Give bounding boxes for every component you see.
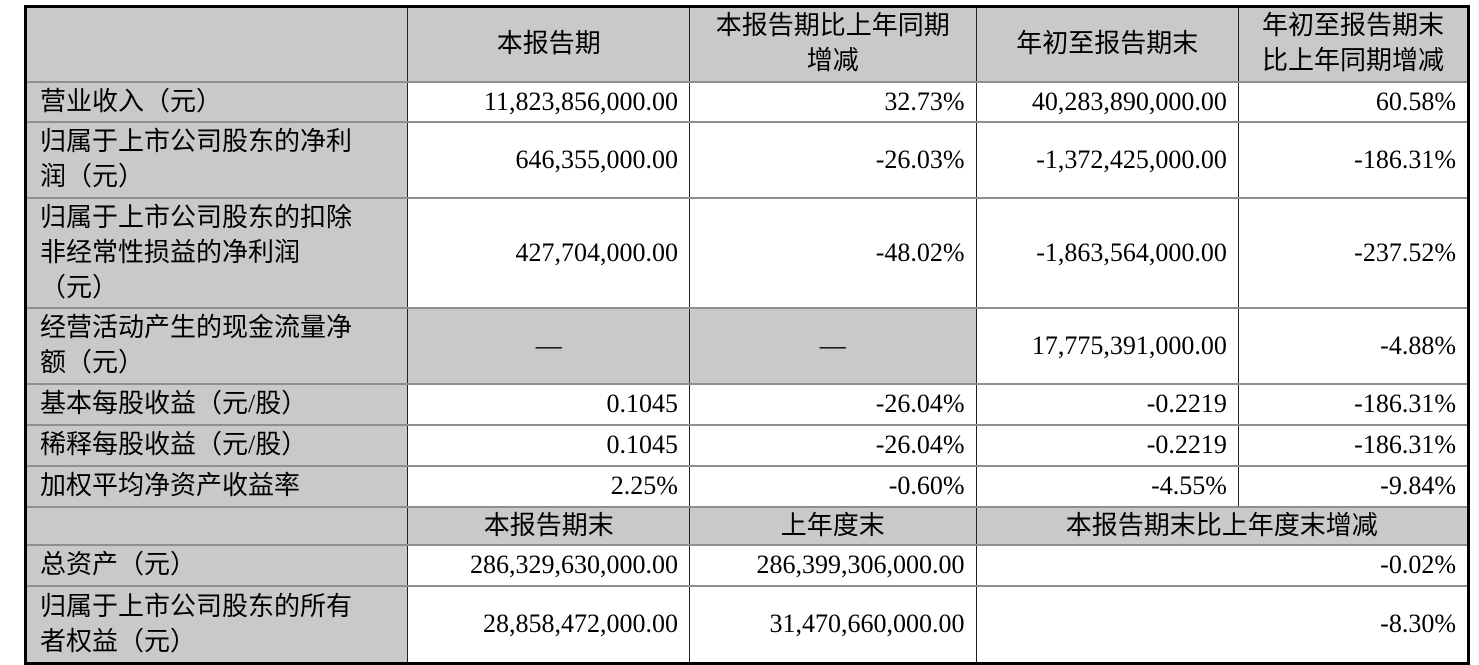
value-ytd-yoy: 60.58% xyxy=(1237,80,1470,124)
row-label: 归属于上市公司股东的净利 润（元） xyxy=(24,121,409,199)
table-row: 总资产（元） 286,329,630,000.00 286,399,306,00… xyxy=(24,544,1470,588)
value-ytd-yoy: -4.88% xyxy=(1237,307,1470,386)
table-header-balance: 本报告期末 上年度末 本报告期末比上年度末增减 xyxy=(24,505,1470,547)
table-row: 营业收入（元） 11,823,856,000.00 32.73% 40,283,… xyxy=(24,80,1470,124)
table-row: 经营活动产生的现金流量净 额（元） — — 17,775,391,000.00 … xyxy=(24,307,1470,386)
header-ytd-yoy-change: 年初至报告期末 比上年同期增减 xyxy=(1237,5,1470,83)
value-yoy: -26.04% xyxy=(688,423,977,467)
value-current: 11,823,856,000.00 xyxy=(407,80,690,124)
value-ytd: -4.55% xyxy=(975,464,1239,508)
value-ytd: 17,775,391,000.00 xyxy=(975,307,1239,386)
value-yoy: 32.73% xyxy=(688,80,977,124)
header-yoy-change: 本报告期比上年同期 增减 xyxy=(688,5,977,83)
value-current: 0.1045 xyxy=(407,423,690,467)
value-ytd-yoy: -186.31% xyxy=(1237,423,1470,467)
table-row: 基本每股收益（元/股） 0.1045 -26.04% -0.2219 -186.… xyxy=(24,383,1470,426)
value-prev-year-end: 31,470,660,000.00 xyxy=(688,585,977,665)
row-label: 归属于上市公司股东的扣除 非经常性损益的净利润 （元） xyxy=(24,196,409,310)
value-change: -8.30% xyxy=(975,585,1470,665)
header-end-vs-prev-change: 本报告期末比上年度末增减 xyxy=(975,505,1470,547)
table-row: 稀释每股收益（元/股） 0.1045 -26.04% -0.2219 -186.… xyxy=(24,423,1470,467)
header-ytd: 年初至报告期末 xyxy=(975,5,1239,83)
header-prev-year-end: 上年度末 xyxy=(688,505,977,547)
value-current-dash: — xyxy=(407,307,690,386)
table-row: 归属于上市公司股东的所有 者权益（元） 28,858,472,000.00 31… xyxy=(24,585,1470,665)
header-blank-cell xyxy=(24,505,409,547)
financial-summary-table: 本报告期 本报告期比上年同期 增减 年初至报告期末 年初至报告期末 比上年同期增… xyxy=(24,5,1470,665)
value-ytd-yoy: -186.31% xyxy=(1237,383,1470,426)
value-ytd: -0.2219 xyxy=(975,423,1239,467)
value-ytd-yoy: -9.84% xyxy=(1237,464,1470,508)
value-ytd-yoy: -186.31% xyxy=(1237,121,1470,199)
value-prev-year-end: 286,399,306,000.00 xyxy=(688,544,977,588)
value-ytd: -0.2219 xyxy=(975,383,1239,426)
table-row: 归属于上市公司股东的净利 润（元） 646,355,000.00 -26.03%… xyxy=(24,121,1470,199)
value-yoy: -26.03% xyxy=(688,121,977,199)
value-change: -0.02% xyxy=(975,544,1470,588)
header-blank-cell xyxy=(24,5,409,83)
value-ytd-yoy: -237.52% xyxy=(1237,196,1470,310)
value-yoy-dash: — xyxy=(688,307,977,386)
value-yoy: -26.04% xyxy=(688,383,977,426)
table-row: 归属于上市公司股东的扣除 非经常性损益的净利润 （元） 427,704,000.… xyxy=(24,196,1470,310)
table-row: 加权平均净资产收益率 2.25% -0.60% -4.55% -9.84% xyxy=(24,464,1470,508)
value-period-end: 286,329,630,000.00 xyxy=(407,544,690,588)
value-ytd: -1,863,564,000.00 xyxy=(975,196,1239,310)
row-label: 总资产（元） xyxy=(24,544,409,588)
value-current: 0.1045 xyxy=(407,383,690,426)
header-current-period: 本报告期 xyxy=(407,5,690,83)
header-period-end: 本报告期末 xyxy=(407,505,690,547)
value-current: 427,704,000.00 xyxy=(407,196,690,310)
row-label: 稀释每股收益（元/股） xyxy=(24,423,409,467)
value-ytd: 40,283,890,000.00 xyxy=(975,80,1239,124)
table-header-period: 本报告期 本报告期比上年同期 增减 年初至报告期末 年初至报告期末 比上年同期增… xyxy=(24,5,1470,83)
row-label: 营业收入（元） xyxy=(24,80,409,124)
row-label: 经营活动产生的现金流量净 额（元） xyxy=(24,307,409,386)
value-ytd: -1,372,425,000.00 xyxy=(975,121,1239,199)
value-current: 646,355,000.00 xyxy=(407,121,690,199)
row-label: 加权平均净资产收益率 xyxy=(24,464,409,508)
value-period-end: 28,858,472,000.00 xyxy=(407,585,690,665)
value-current: 2.25% xyxy=(407,464,690,508)
value-yoy: -48.02% xyxy=(688,196,977,310)
value-yoy: -0.60% xyxy=(688,464,977,508)
row-label: 归属于上市公司股东的所有 者权益（元） xyxy=(24,585,409,665)
row-label: 基本每股收益（元/股） xyxy=(24,383,409,426)
